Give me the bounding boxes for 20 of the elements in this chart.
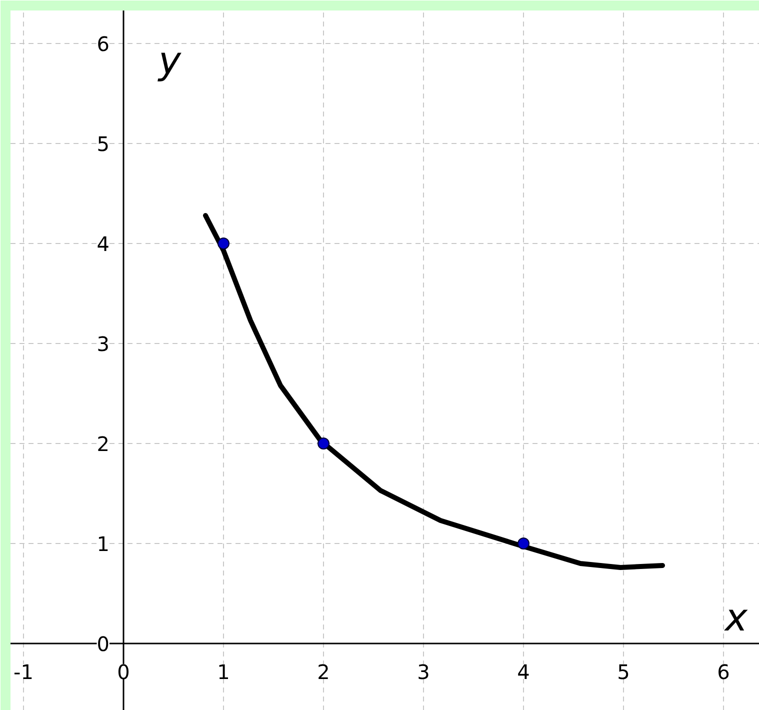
x-tick-label: 6 <box>717 660 730 684</box>
point <box>518 538 530 550</box>
y-tick-label: 4 <box>96 232 110 256</box>
y-axis-title: y <box>158 38 182 82</box>
x-tick-label: 0 <box>117 660 130 684</box>
x-axis-title: x <box>724 596 748 640</box>
y-tick-label: 0 <box>96 632 110 656</box>
point <box>318 438 330 450</box>
x-tick-label: 2 <box>317 660 330 684</box>
y-tick-label: 3 <box>96 332 110 356</box>
y-tick-label: 1 <box>96 532 110 556</box>
y-tick-label: 6 <box>96 32 110 56</box>
point <box>218 238 230 250</box>
x-tick-label: 5 <box>617 660 630 684</box>
y-tick-label: 2 <box>96 432 110 456</box>
x-tick-label: 3 <box>417 660 430 684</box>
x-tick-label: 4 <box>517 660 530 684</box>
x-tick-label: -1 <box>14 660 34 684</box>
x-tick-label: 1 <box>217 660 230 684</box>
y-tick-label: 5 <box>96 132 110 156</box>
